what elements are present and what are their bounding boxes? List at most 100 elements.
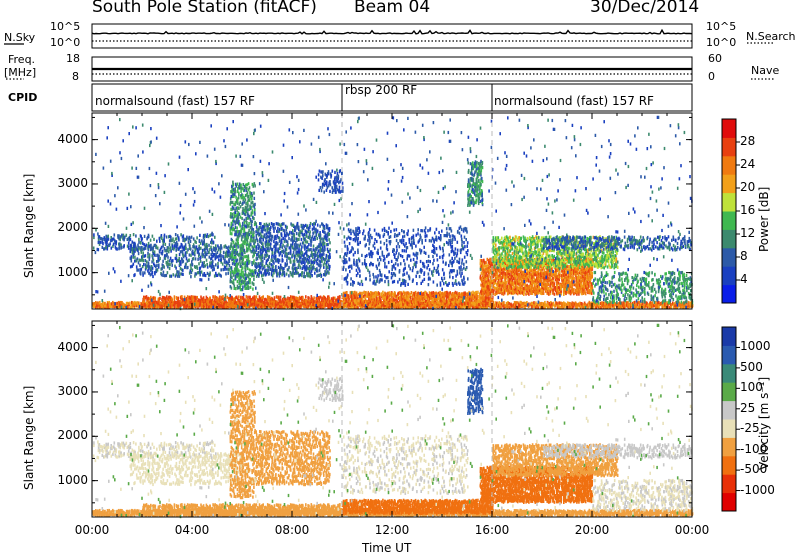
heat-cell: [231, 238, 233, 241]
heat-cell: [167, 271, 169, 274]
heat-cell: [351, 302, 353, 305]
heat-cell: [196, 236, 198, 239]
heat-cell: [397, 303, 399, 306]
heat-cell: [123, 244, 125, 247]
heat-cell: [199, 234, 201, 237]
heat-cell: [305, 239, 307, 242]
heat-cell: [268, 247, 270, 250]
heat-cell: [165, 243, 167, 246]
heat-cell: [287, 297, 289, 300]
heat-cell: [320, 305, 322, 308]
heat-cell: [260, 303, 262, 306]
heat-cell: [161, 246, 163, 249]
heat-cell: [478, 303, 480, 306]
heat-cell: [240, 205, 242, 208]
heat-cell: [447, 292, 449, 295]
heat-cell: [301, 251, 303, 254]
heat-cell: [251, 239, 253, 242]
heat-cell: [267, 254, 269, 257]
heat-cell: [264, 257, 266, 260]
heat-cell: [235, 274, 237, 277]
heat-cell: [280, 272, 282, 275]
heat-cell: [234, 187, 236, 190]
heat-cell: [294, 263, 296, 266]
heat-cell: [235, 287, 237, 290]
heat-cell: [222, 255, 224, 258]
heat-cell: [286, 232, 288, 235]
heat-cell: [244, 249, 246, 252]
heat-cell: [154, 250, 156, 253]
heat-cell: [181, 244, 183, 247]
heat-cell: [248, 182, 250, 185]
heat-cell: [485, 297, 487, 300]
heat-cell: [180, 250, 182, 253]
heat-cell: [256, 228, 258, 231]
heat-cell: [280, 299, 282, 302]
heat-cell: [292, 239, 294, 242]
heat-cell: [128, 242, 130, 245]
heat-cell: [244, 228, 246, 231]
heat-cell: [161, 305, 163, 308]
heat-cell: [293, 224, 295, 227]
heat-cell: [346, 300, 348, 303]
heat-cell: [218, 246, 220, 249]
heat-cell: [273, 260, 275, 263]
heat-cell: [254, 182, 256, 185]
heat-cell: [102, 246, 104, 249]
heat-cell: [203, 261, 205, 264]
heat-cell: [293, 251, 295, 254]
heat-cell: [171, 298, 173, 301]
heat-cell: [485, 302, 487, 305]
heat-cell: [267, 303, 269, 306]
heat-cell: [249, 186, 251, 189]
heat-cell: [217, 262, 219, 265]
heat-cell: [288, 237, 290, 240]
heat-cell: [283, 249, 285, 252]
heat-cell: [234, 267, 236, 270]
heat-cell: [138, 252, 140, 255]
heat-cell: [144, 271, 146, 274]
heat-cell: [133, 263, 135, 266]
heat-cell: [278, 250, 280, 253]
heat-cell: [225, 254, 227, 257]
heat-cell: [199, 304, 201, 307]
heat-cell: [279, 236, 281, 239]
heat-cell: [346, 291, 348, 294]
heat-cell: [219, 296, 221, 299]
heat-cell: [197, 267, 199, 270]
heat-cell: [161, 273, 163, 276]
heat-cell: [192, 252, 194, 255]
heat-cell: [551, 302, 553, 305]
heat-cell: [477, 299, 479, 302]
heat-cell: [206, 263, 208, 266]
heat-cell: [389, 291, 391, 294]
heat-cell: [280, 251, 282, 254]
heat-cell: [164, 254, 166, 257]
heat-cell: [145, 259, 147, 262]
heat-cell: [286, 253, 288, 256]
heat-cell: [204, 234, 206, 237]
heat-cell: [267, 235, 269, 238]
heat-cell: [199, 271, 201, 274]
heat-cell: [239, 213, 241, 216]
heat-cell: [306, 250, 308, 253]
heat-cell: [243, 273, 245, 276]
heat-cell: [182, 269, 184, 272]
heat-cell: [251, 206, 253, 209]
heat-cell: [155, 254, 157, 257]
heat-cell: [395, 299, 397, 302]
heat-cell: [253, 274, 255, 277]
heat-cell: [279, 259, 281, 262]
heat-cell: [162, 250, 164, 253]
heat-cell: [262, 238, 264, 241]
heat-cell: [190, 264, 192, 267]
heat-cell: [188, 303, 190, 306]
heat-cell: [469, 298, 471, 301]
heat-cell: [176, 273, 178, 276]
heat-cell: [503, 301, 505, 304]
heat-cell: [260, 222, 262, 225]
heat-cell: [394, 292, 396, 295]
heat-cell: [276, 222, 278, 225]
heat-cell: [294, 237, 296, 240]
heat-cell: [245, 217, 247, 220]
